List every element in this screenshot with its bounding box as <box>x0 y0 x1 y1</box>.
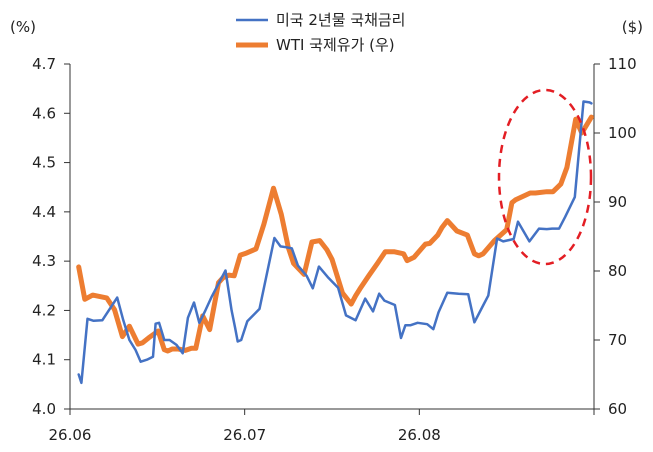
x-axis-ticks: 26.06 26.07 26.08 <box>49 409 595 444</box>
legend: 미국 2년물 국채금리 WTI 국제유가 (우) <box>236 11 405 54</box>
right-tick-label: 60 <box>608 400 627 418</box>
left-tick-label: 4.6 <box>32 104 56 122</box>
left-tick-label: 4.3 <box>32 252 56 270</box>
left-tick-label: 4.5 <box>32 154 56 172</box>
left-tick-label: 4.2 <box>32 301 56 319</box>
right-tick-label: 100 <box>608 124 637 142</box>
x-tick-label: 26.06 <box>49 426 92 444</box>
left-tick-label: 4.4 <box>32 203 56 221</box>
series-layer <box>76 100 594 385</box>
left-tick-label: 4.0 <box>32 400 56 418</box>
right-axis-ticks: 60 70 80 90 100 110 <box>594 55 637 418</box>
right-tick-label: 70 <box>608 331 627 349</box>
highlight-ellipse <box>497 88 593 266</box>
x-tick-label: 26.07 <box>223 426 266 444</box>
legend-label-wti: WTI 국제유가 (우) <box>276 36 395 54</box>
legend-label-us2y: 미국 2년물 국채금리 <box>276 11 405 29</box>
series-line-wti <box>76 114 594 354</box>
right-tick-label: 110 <box>608 55 637 73</box>
right-tick-label: 90 <box>608 193 627 211</box>
left-axis-unit: (%) <box>10 18 36 36</box>
left-axis-ticks: 4.0 4.1 4.2 4.3 4.4 4.5 4.6 4.7 <box>32 55 70 418</box>
left-tick-label: 4.1 <box>32 351 56 369</box>
series-line-us2y <box>77 100 593 385</box>
x-tick-label: 26.08 <box>398 426 441 444</box>
right-tick-label: 80 <box>608 262 627 280</box>
right-axis-unit: ($) <box>622 18 643 36</box>
left-tick-label: 4.7 <box>32 55 56 73</box>
